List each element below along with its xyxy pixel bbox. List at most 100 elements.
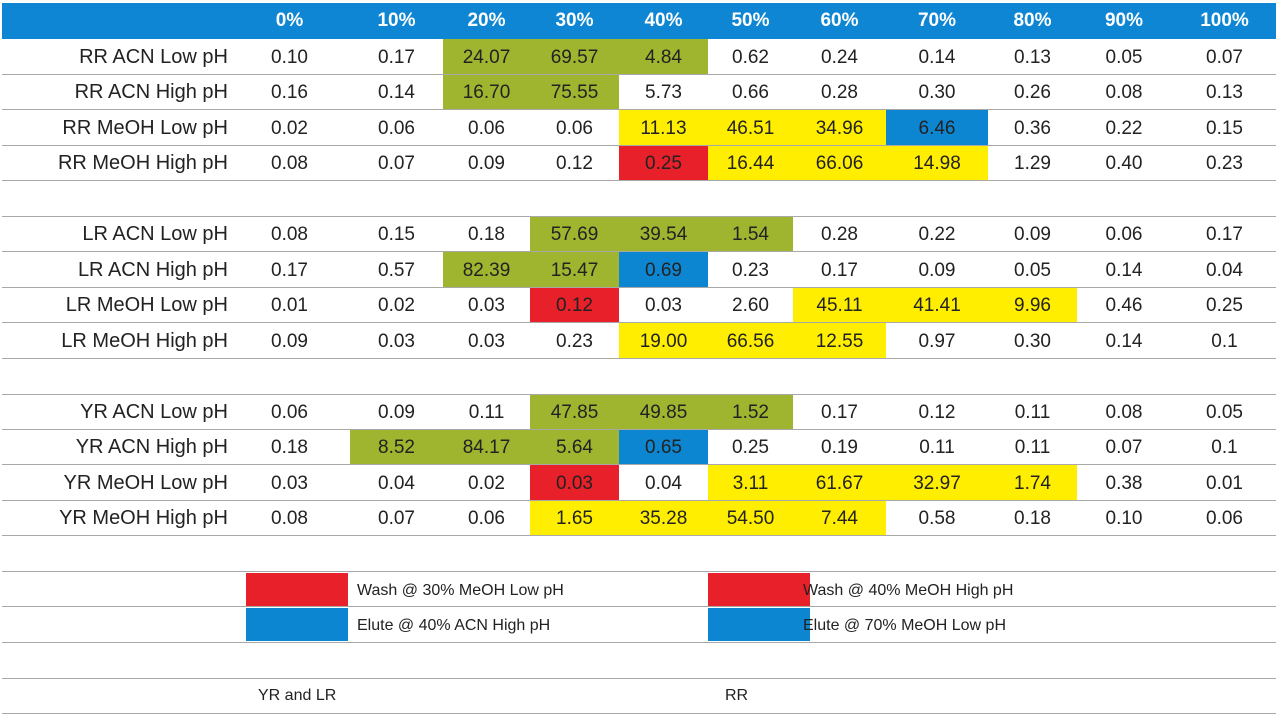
table-cell: 0.01 [1171,465,1278,500]
section-divider [2,713,1276,714]
table-cell: 0.11 [443,394,530,429]
table-cell: 0.25 [619,145,708,180]
table-row: YR ACN Low pH 0.06 0.09 0.11 47.85 49.85 1.52 0… [0,394,1280,429]
table-cell: 0.06 [443,500,530,535]
table-cell: 0.05 [1077,39,1171,74]
table-cell: 0.09 [886,252,988,287]
table-cell: 0.30 [886,74,988,109]
section-divider [2,678,1276,679]
table-row: LR MeOH Low pH 0.01 0.02 0.03 0.12 0.03 2.60 45… [0,287,1280,322]
section-divider [2,606,1276,607]
table-cell: 1.54 [708,216,793,251]
table-cell: 0.03 [619,287,708,322]
table-cell: 5.73 [619,74,708,109]
table-cell: 0.07 [1077,429,1171,464]
table-cell: 69.57 [530,39,619,74]
row-label: RR MeOH Low pH [0,110,228,145]
row-label: YR ACN Low pH [0,394,228,429]
table-cell: 0.62 [708,39,793,74]
table-cell: 4.84 [619,39,708,74]
table-cell: 0.12 [886,394,988,429]
row-label: LR MeOH High pH [0,323,228,358]
table-cell: 66.56 [708,323,793,358]
table-cell: 3.11 [708,465,793,500]
table-cell: 0.06 [1171,500,1278,535]
table-cell: 0.14 [1077,252,1171,287]
table-cell: 0.03 [443,287,530,322]
table-cell: 0.69 [619,252,708,287]
table-cell: 0.07 [350,500,443,535]
table-cell: 0.09 [443,145,530,180]
table-cell: 0.14 [1077,323,1171,358]
table-cell: 0.97 [886,323,988,358]
table-cell: 47.85 [530,394,619,429]
table-cell: 0.15 [350,216,443,251]
table-cell: 7.44 [793,500,886,535]
table-cell: 0.08 [229,145,350,180]
table-cell: 0.02 [443,465,530,500]
row-label: RR MeOH High pH [0,145,228,180]
table-cell: 8.52 [350,429,443,464]
row-label: LR ACN Low pH [0,216,228,251]
row-divider [2,109,1276,110]
table-cell: 0.04 [350,465,443,500]
table-cell: 19.00 [619,323,708,358]
table-cell: 9.96 [988,287,1077,322]
table-cell: 0.18 [229,429,350,464]
table-row: RR MeOH Low pH 0.02 0.06 0.06 0.06 11.13 46.51… [0,110,1280,145]
table-cell: 0.05 [1171,394,1278,429]
table-cell: 0.10 [229,39,350,74]
legend-label-elute-right: Elute @ 70% MeOH Low pH [803,608,1006,641]
table-cell: 0.13 [1171,74,1278,109]
table-cell: 0.18 [988,500,1077,535]
table-cell: 0.01 [229,287,350,322]
table-cell: 5.64 [530,429,619,464]
legend-swatch-elute-left [246,608,348,641]
table-cell: 0.04 [619,465,708,500]
table-row: YR MeOH Low pH 0.03 0.04 0.02 0.03 0.04 3.11 61… [0,465,1280,500]
legend-label-elute-left: Elute @ 40% ACN High pH [357,608,550,641]
table-cell: 41.41 [886,287,988,322]
table-cell: 0.12 [530,145,619,180]
table-cell: 24.07 [443,39,530,74]
table-cell: 0.06 [443,110,530,145]
table-cell: 0.17 [793,394,886,429]
table-cell: 0.23 [530,323,619,358]
table-cell: 57.69 [530,216,619,251]
section-divider [2,535,1276,536]
row-label: RR ACN Low pH [0,39,228,74]
table-cell: 0.09 [350,394,443,429]
table-cell: 1.65 [530,500,619,535]
table-cell: 0.57 [350,252,443,287]
table-cell: 0.22 [886,216,988,251]
table-cell: 0.14 [350,74,443,109]
row-divider [2,500,1276,501]
table-cell: 32.97 [886,465,988,500]
column-header: 80% [988,3,1077,39]
column-header: 40% [619,3,708,39]
row-label: YR ACN High pH [0,429,228,464]
table-cell: 0.26 [988,74,1077,109]
table-cell: 82.39 [443,252,530,287]
table-row: RR ACN High pH 0.16 0.14 16.70 75.55 5.73 0.66… [0,74,1280,109]
table-cell: 0.11 [988,394,1077,429]
table-cell: 0.23 [708,252,793,287]
table-cell: 0.66 [708,74,793,109]
row-label: LR ACN High pH [0,252,228,287]
row-divider [2,322,1276,323]
table-cell: 0.18 [443,216,530,251]
column-header: 70% [886,3,988,39]
table-row: YR ACN High pH 0.18 8.52 84.17 5.64 0.65 0.25 0… [0,429,1280,464]
table-cell: 0.06 [530,110,619,145]
table-cell: 0.36 [988,110,1077,145]
table-cell: 0.03 [443,323,530,358]
table-cell: 0.06 [229,394,350,429]
table-cell: 0.38 [1077,465,1171,500]
table-cell: 0.03 [229,465,350,500]
column-header: 50% [708,3,793,39]
row-divider [2,74,1276,75]
legend-swatch-wash-left [246,573,348,606]
table-cell: 0.1 [1171,323,1278,358]
table-cell: 0.25 [1171,287,1278,322]
section-divider [2,216,1276,217]
